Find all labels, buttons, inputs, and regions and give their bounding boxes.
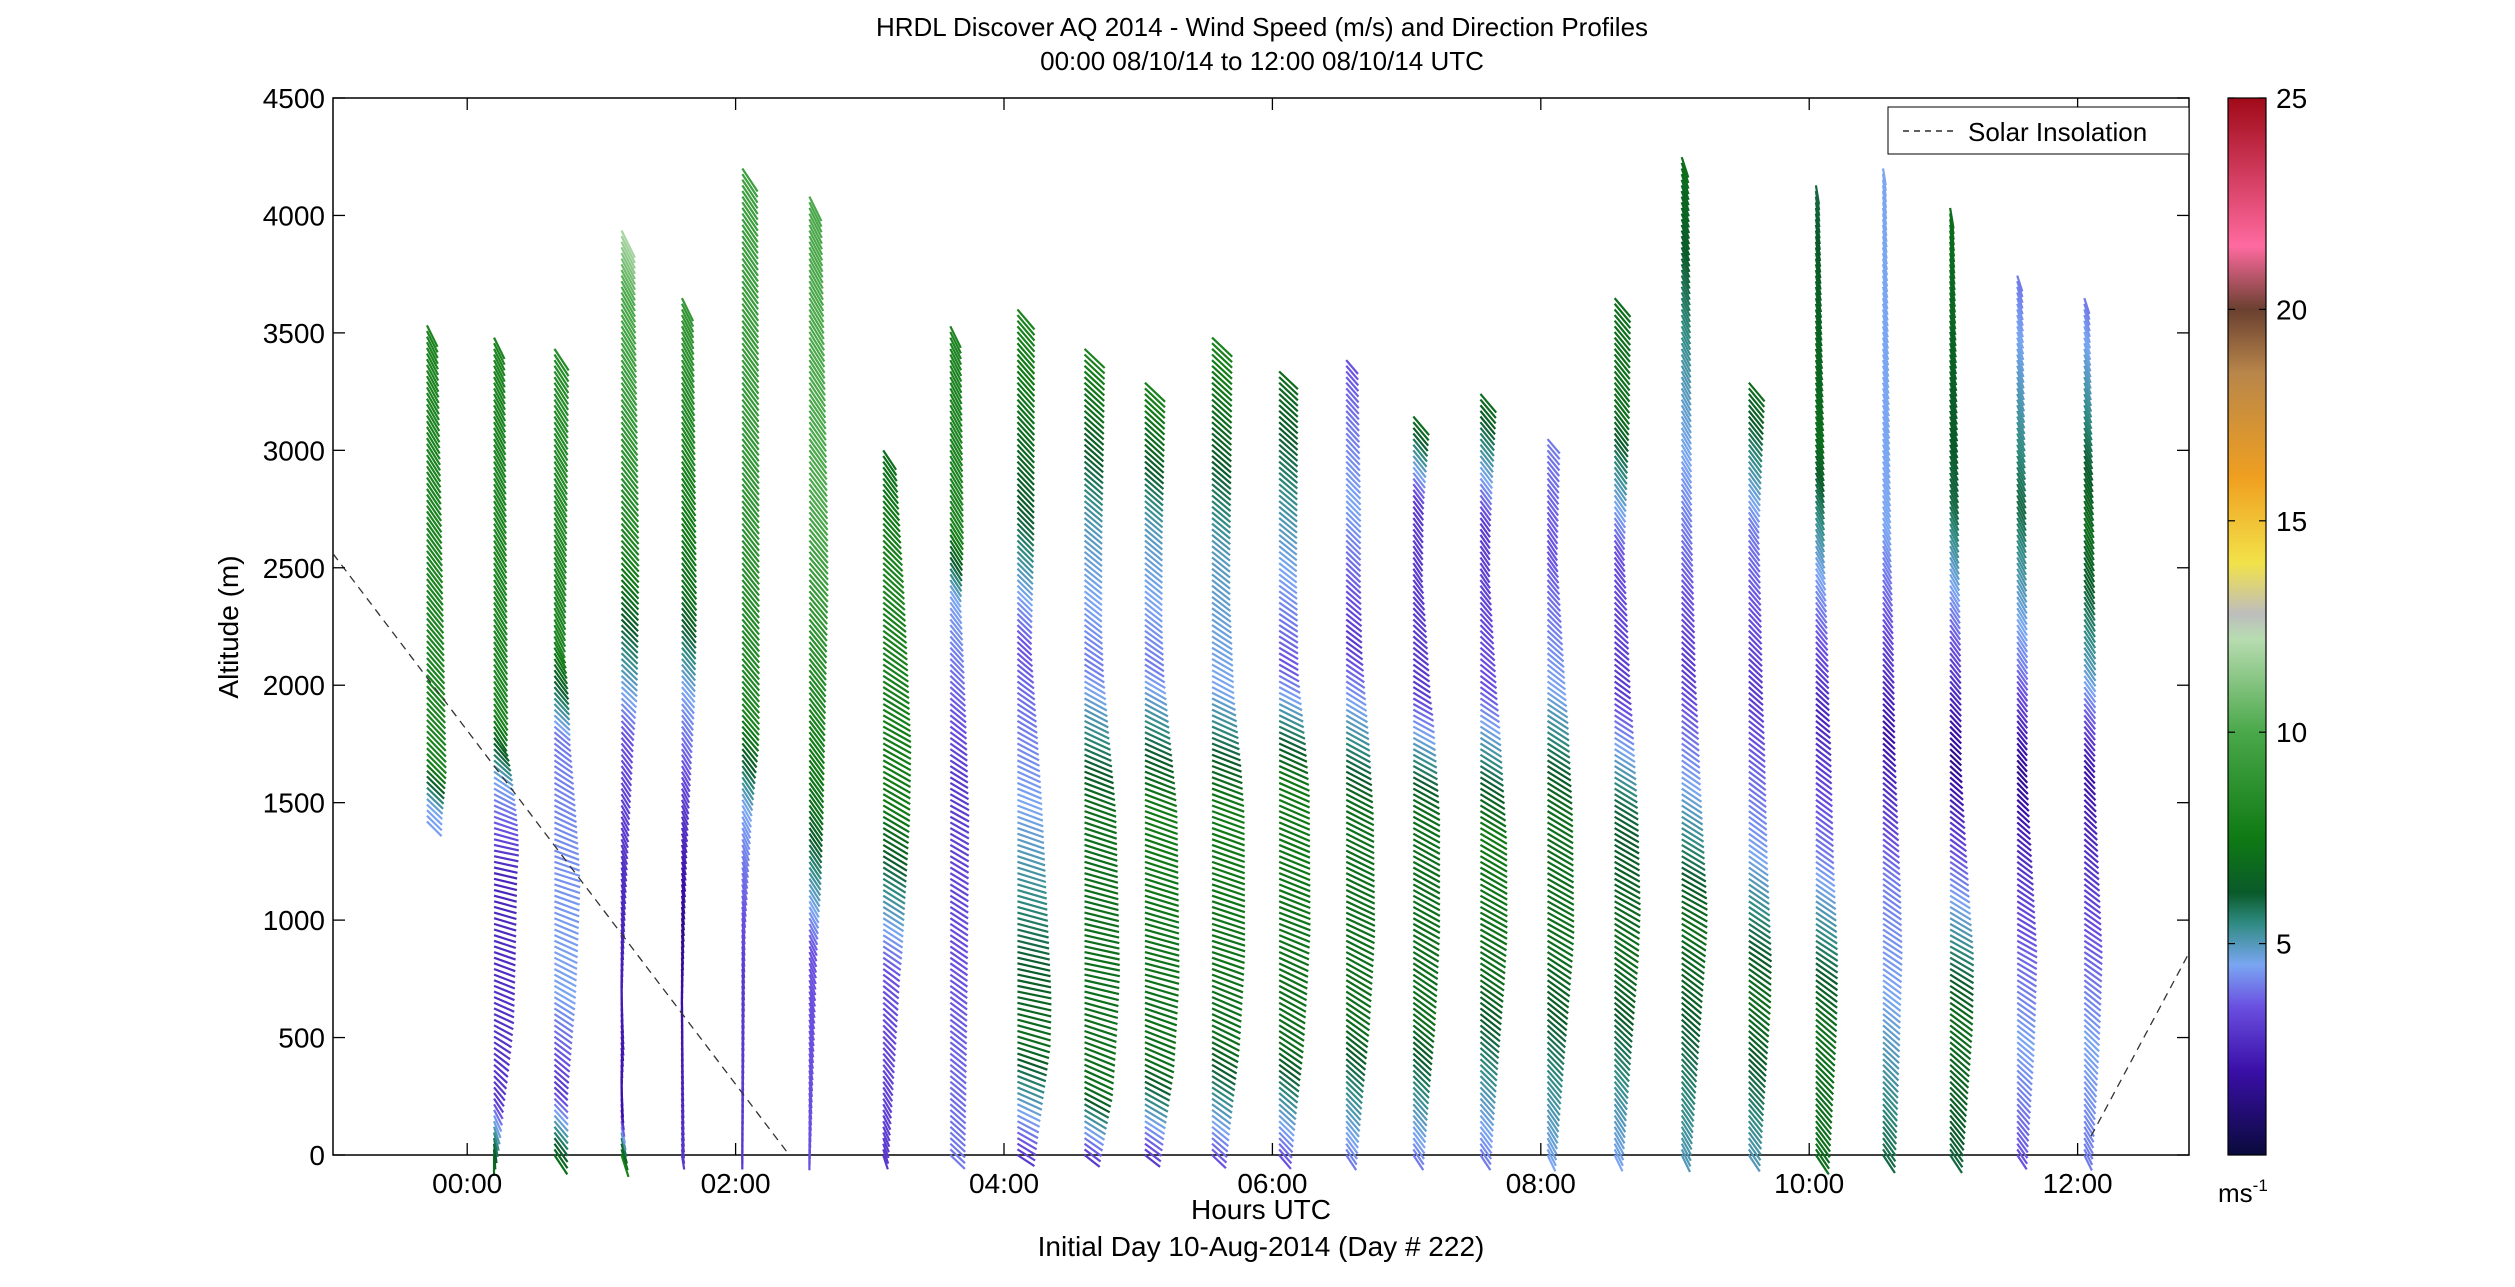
colorbar-gradient [2228, 98, 2266, 1155]
y-tick-label: 500 [278, 1023, 325, 1054]
colorbar-unit-base: ms [2218, 1178, 2253, 1208]
x-axis-sublabel: Initial Day 10-Aug-2014 (Day # 222) [1038, 1231, 1485, 1262]
colorbar-tick-label: 15 [2276, 506, 2307, 537]
wind-vector [1085, 1155, 1100, 1167]
y-tick-label: 4500 [263, 83, 325, 114]
x-tick-label: 02:00 [701, 1168, 771, 1199]
x-axis-label: Hours UTC [1191, 1194, 1331, 1225]
colorbar: 5 10 15 20 25 ms-1 [2218, 83, 2307, 1208]
y-tick-label: 1500 [263, 788, 325, 819]
y-tick-label: 1000 [263, 905, 325, 936]
legend: Solar Insolation [1888, 107, 2189, 154]
x-tick-label: 12:00 [2043, 1168, 2113, 1199]
x-tick-label: 10:00 [1774, 1168, 1844, 1199]
chart-title: HRDL Discover AQ 2014 - Wind Speed (m/s)… [876, 12, 1648, 42]
x-tick-label: 04:00 [969, 1168, 1039, 1199]
plot-area [333, 98, 2189, 1155]
y-tick-label: 0 [309, 1140, 325, 1171]
colorbar-tick-label: 25 [2276, 83, 2307, 114]
colorbar-tick-label: 10 [2276, 717, 2307, 748]
y-tick-label: 3500 [263, 318, 325, 349]
colorbar-unit-exponent: -1 [2253, 1176, 2268, 1195]
colorbar-tick-label: 5 [2276, 929, 2292, 960]
y-tick-label: 4000 [263, 200, 325, 231]
wind-vector [1017, 1155, 1034, 1166]
colorbar-unit: ms-1 [2218, 1176, 2268, 1208]
chart-subtitle: 00:00 08/10/14 to 12:00 08/10/14 UTC [1040, 46, 1484, 76]
y-tick-label: 2000 [263, 670, 325, 701]
wind-vector [1145, 1155, 1160, 1167]
legend-label: Solar Insolation [1968, 117, 2147, 147]
y-axis-label: Altitude (m) [213, 555, 244, 698]
x-tick-label: 00:00 [432, 1168, 502, 1199]
colorbar-tick-label: 20 [2276, 294, 2307, 325]
x-tick-label: 08:00 [1506, 1168, 1576, 1199]
y-tick-label: 3000 [263, 435, 325, 466]
y-tick-label: 2500 [263, 553, 325, 584]
